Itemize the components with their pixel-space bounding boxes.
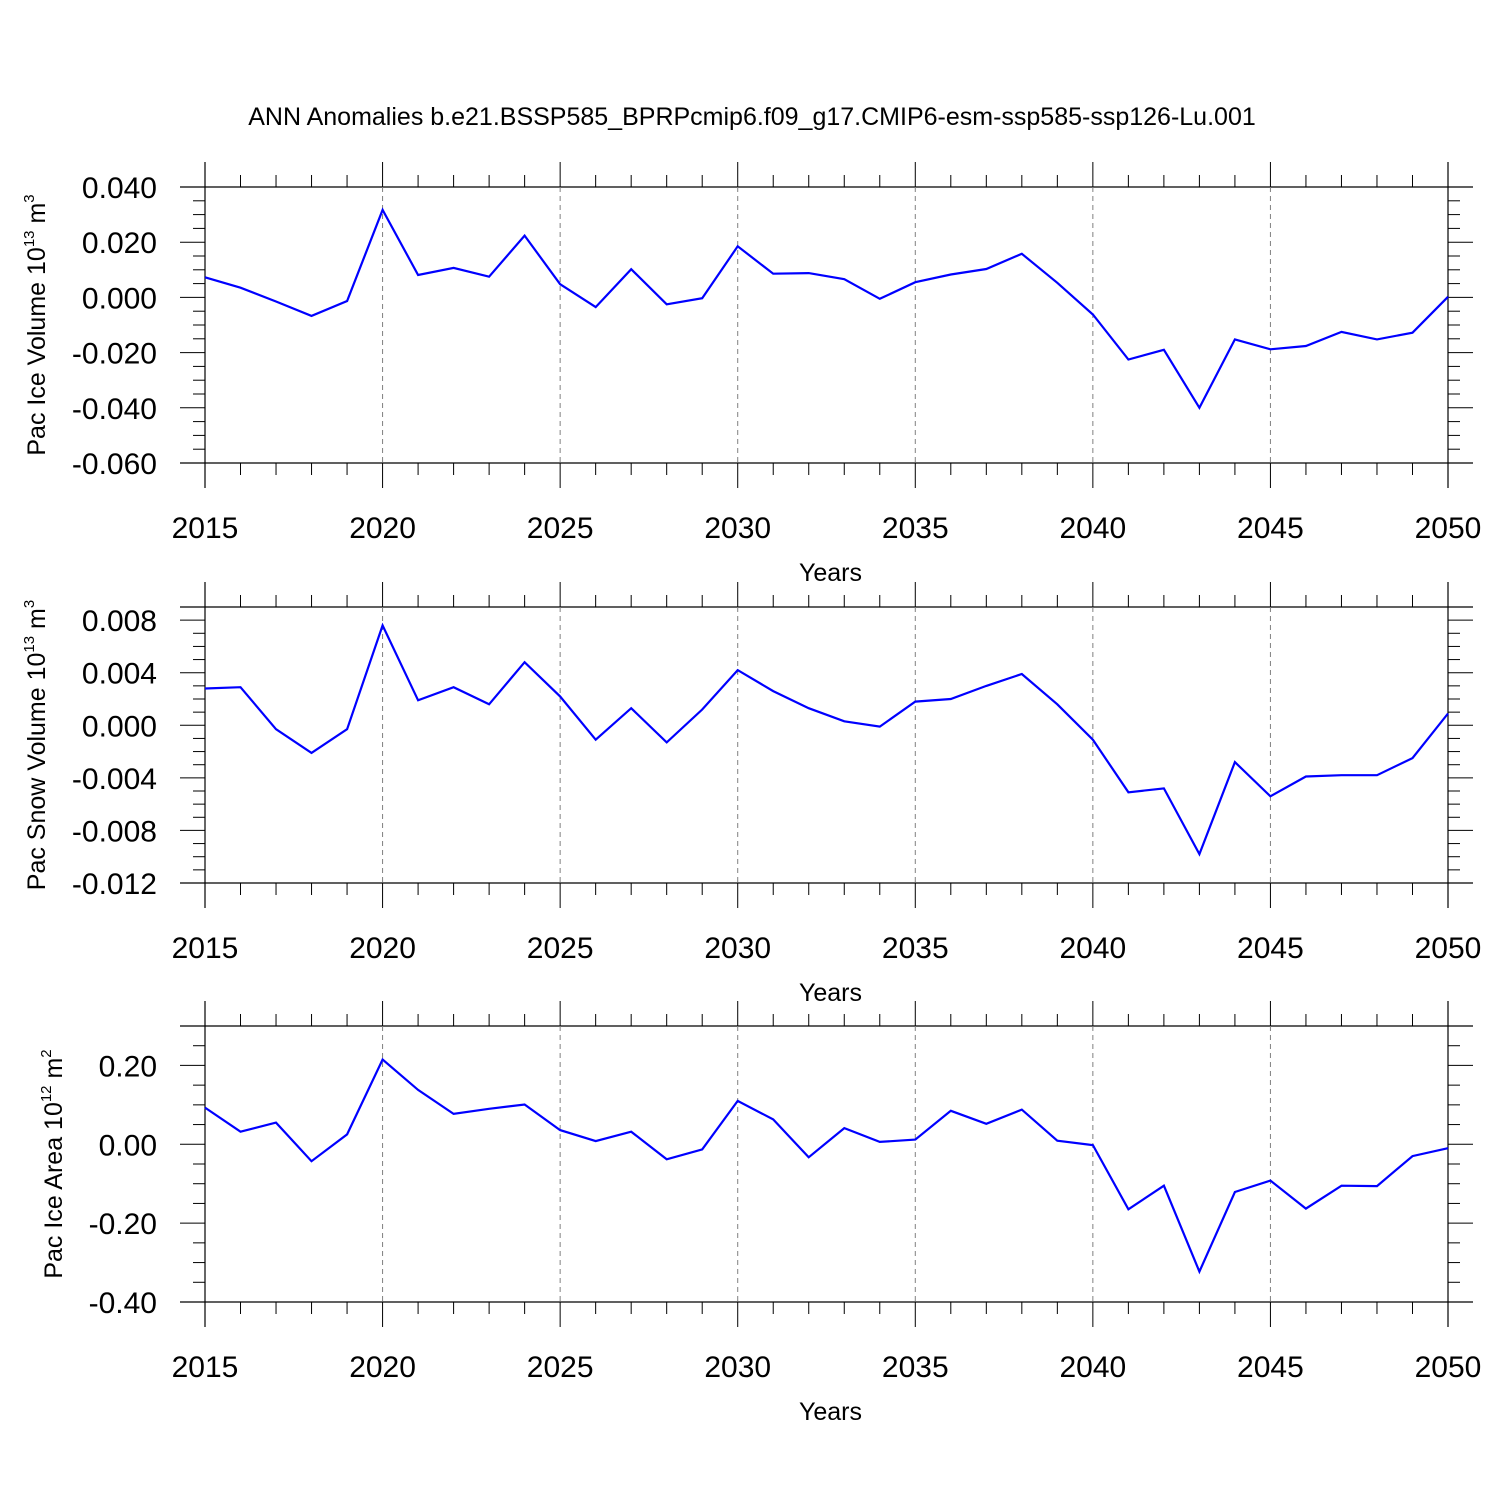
y-tick-label: 0.000 [82, 282, 157, 315]
x-tick-label: 2025 [527, 512, 594, 545]
series-line [204, 622, 1449, 857]
x-axis-label: Years [799, 979, 862, 1007]
x-tick-label: 2020 [349, 1351, 416, 1384]
y-tick-label: -0.40 [89, 1287, 157, 1320]
x-tick-label: 2040 [1059, 1351, 1126, 1384]
series-line [204, 207, 1449, 411]
x-tick-label: 2025 [527, 1351, 594, 1384]
x-axis-label: Years [799, 1398, 862, 1426]
figure-title: ANN Anomalies b.e21.BSSP585_BPRPcmip6.f0… [248, 103, 1256, 131]
y-tick-label: 0.020 [82, 227, 157, 260]
y-tick-label: -0.20 [89, 1208, 157, 1241]
panel-ice-area: 2015 2020 2025 2030 2035 2040 2045 2050 Years 0.2… [38, 1001, 1481, 1426]
panel-ice-volume: 2015 2020 2025 2030 2035 2040 2045 2050 Years 0.0… [21, 162, 1481, 587]
series-line [204, 1057, 1449, 1275]
x-tick-label: 2050 [1415, 1351, 1482, 1384]
y-tick-label: -0.012 [72, 868, 157, 901]
y-tick-label: -0.008 [72, 815, 157, 848]
y-tick-label: -0.020 [72, 338, 157, 371]
y-axis-label: Pac Snow Volume 1013 m3 [21, 600, 51, 890]
x-tick-label: 2045 [1237, 512, 1304, 545]
y-tick-label: 0.00 [99, 1129, 157, 1162]
x-tick-label: 2050 [1415, 932, 1482, 965]
x-tick-label: 2040 [1059, 932, 1126, 965]
y-tick-label: -0.060 [72, 448, 157, 481]
x-tick-label: 2030 [704, 1351, 771, 1384]
y-tick-label: 0.008 [82, 605, 157, 638]
x-tick-label: 2030 [704, 932, 771, 965]
x-tick-label: 2025 [527, 932, 594, 965]
x-tick-label: 2040 [1059, 512, 1126, 545]
y-tick-label: -0.004 [72, 763, 157, 796]
y-tick-label: 0.20 [99, 1050, 157, 1083]
x-tick-label: 2045 [1237, 1351, 1304, 1384]
x-tick-label: 2035 [882, 512, 949, 545]
x-tick-label: 2035 [882, 1351, 949, 1384]
x-tick-label: 2020 [349, 512, 416, 545]
y-tick-label: -0.040 [72, 393, 157, 426]
x-tick-label: 2015 [172, 1351, 239, 1384]
y-axis-label: Pac Ice Volume 1013 m3 [21, 194, 51, 455]
x-tick-label: 2015 [172, 512, 239, 545]
panel-snow-volume: 2015 2020 2025 2030 2035 2040 2045 2050 Years 0.0… [21, 582, 1481, 1007]
x-tick-label: 2035 [882, 932, 949, 965]
x-tick-label: 2030 [704, 512, 771, 545]
y-tick-label: 0.040 [82, 172, 157, 205]
x-tick-label: 2015 [172, 932, 239, 965]
x-tick-label: 2050 [1415, 512, 1482, 545]
y-axis-label: Pac Ice Area 1012 m2 [38, 1049, 68, 1278]
y-tick-label: 0.000 [82, 710, 157, 743]
x-axis-label: Years [799, 559, 862, 587]
x-tick-label: 2045 [1237, 932, 1304, 965]
y-tick-label: 0.004 [82, 658, 157, 691]
x-tick-label: 2020 [349, 932, 416, 965]
